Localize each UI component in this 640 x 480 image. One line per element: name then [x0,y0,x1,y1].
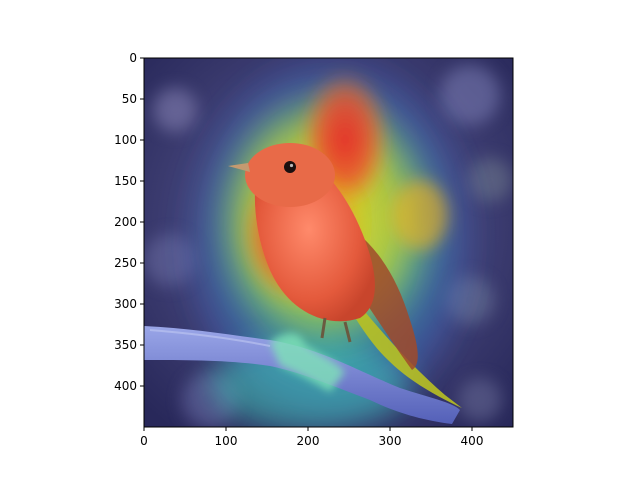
y-axis: 0 50 100 150 200 250 300 350 400 [114,51,144,393]
y-tick-label: 200 [114,215,137,229]
bird [228,143,462,408]
branch [144,326,460,424]
x-tick-label: 400 [461,434,484,448]
x-axis: 0 100 200 300 400 [140,427,483,448]
x-tick-label: 300 [379,434,402,448]
y-tick-label: 250 [114,256,137,270]
x-tick-label: 200 [297,434,320,448]
y-tick-label: 350 [114,338,137,352]
y-tick-label: 0 [129,51,137,65]
y-tick-label: 400 [114,379,137,393]
y-tick-label: 150 [114,174,137,188]
x-tick-label: 100 [215,434,238,448]
x-tick-label: 0 [140,434,148,448]
y-tick-label: 300 [114,297,137,311]
heatmap-image [144,58,513,427]
axes-frame [143,57,514,428]
y-tick-label: 50 [122,92,137,106]
y-tick-label: 100 [114,133,137,147]
